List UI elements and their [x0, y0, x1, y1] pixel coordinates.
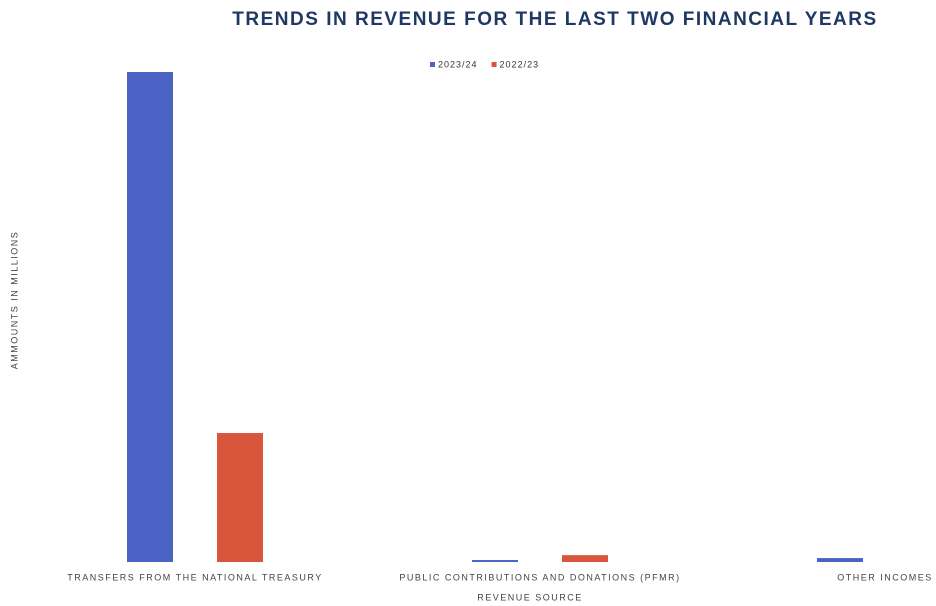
x-axis-label: REVENUE SOURCE: [477, 592, 583, 602]
y-axis-label: AMMOUNTS IN MILLIONS: [9, 231, 19, 370]
legend-label: 2022/23: [500, 59, 540, 69]
bar: [472, 560, 518, 562]
bar: [562, 555, 608, 562]
legend-swatch: [430, 62, 435, 67]
bar: [817, 558, 863, 562]
x-tick-label: TRANSFERS FROM THE NATIONAL TREASURY: [67, 572, 323, 582]
legend-swatch: [491, 62, 497, 67]
chart-title: TRENDS IN REVENUE FOR THE LAST TWO FINAN…: [232, 9, 877, 30]
bar: [217, 433, 263, 562]
bar: [127, 72, 173, 562]
x-tick-label: PUBLIC CONTRIBUTIONS AND DONATIONS (PFMR…: [399, 572, 680, 582]
legend-label: 2023/24: [438, 59, 478, 69]
x-tick-label: OTHER INCOMES: [837, 572, 933, 582]
